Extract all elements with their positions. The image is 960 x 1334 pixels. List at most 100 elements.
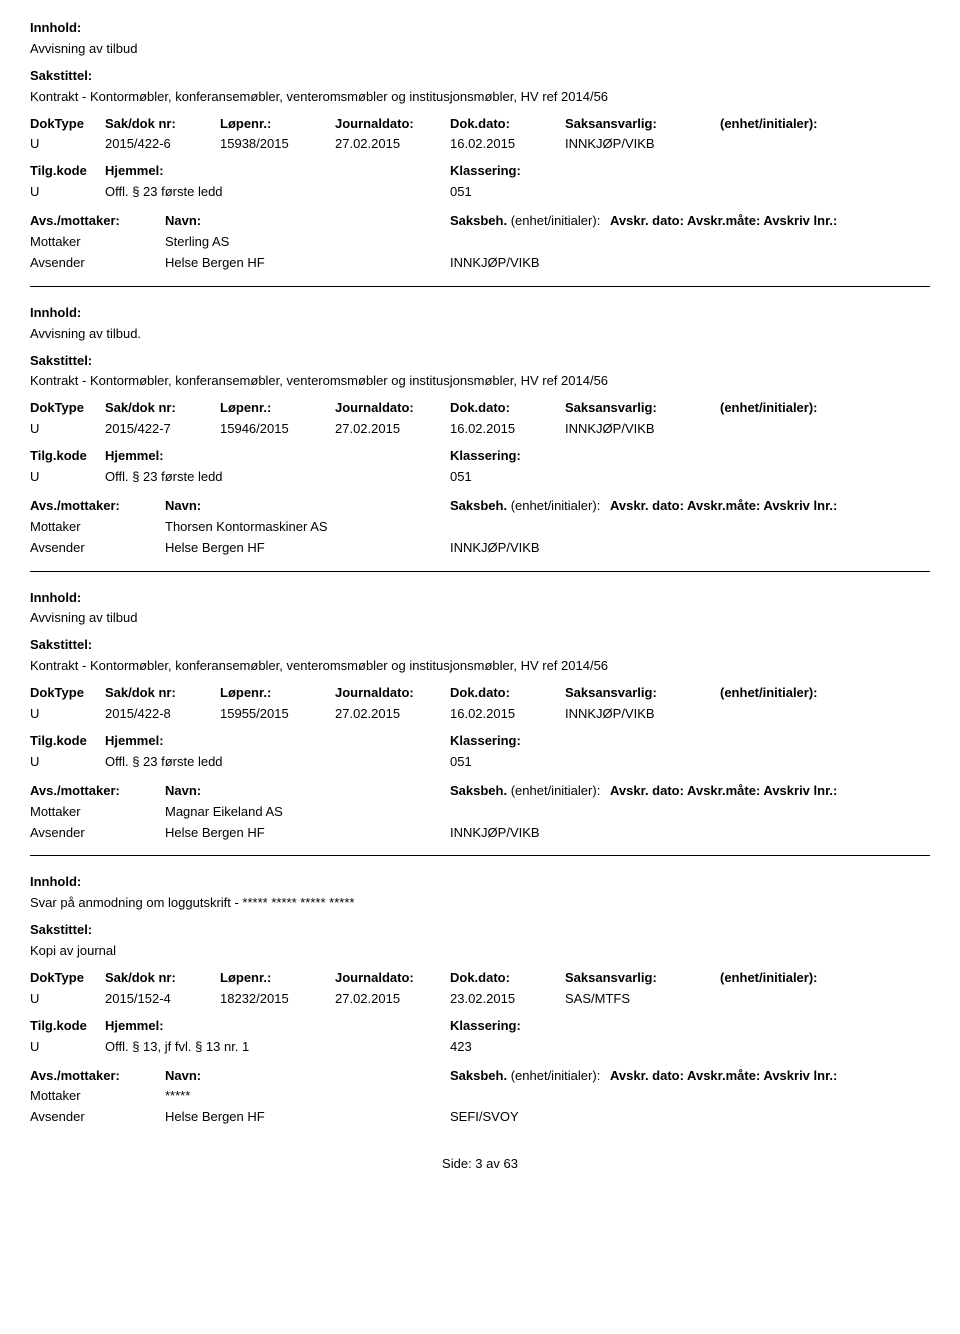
enhet-header: (enhet/initialer): <box>720 970 930 987</box>
party-row: AvsenderHelse Bergen HFINNKJØP/VIKB <box>30 825 930 842</box>
journaldato-header: Journaldato: <box>335 685 450 702</box>
sakstittel-text: Kopi av journal <box>30 943 930 960</box>
sakdok-value: 2015/422-6 <box>105 136 220 153</box>
enhet-value <box>720 421 930 438</box>
hjemmel-header: Hjemmel: <box>105 733 450 750</box>
innhold-label: Innhold: <box>30 20 930 37</box>
dokdato-header: Dok.dato: <box>450 400 565 417</box>
klassering-header: Klassering: <box>450 448 605 465</box>
party-row: MottakerMagnar Eikeland AS <box>30 804 930 821</box>
sakdok-value: 2015/422-7 <box>105 421 220 438</box>
party-role: Avsender <box>30 255 165 272</box>
tilgkode-header: Tilg.kode <box>30 1018 105 1035</box>
hjemmel-value-row: UOffl. § 13, jf fvl. § 13 nr. 1423 <box>30 1039 930 1056</box>
dokdato-header: Dok.dato: <box>450 970 565 987</box>
hjemmel-header: Hjemmel: <box>105 448 450 465</box>
innhold-label: Innhold: <box>30 874 930 891</box>
klassering-header: Klassering: <box>450 1018 605 1035</box>
party-name: ***** <box>165 1088 450 1105</box>
hjemmel-header-row: Tilg.kodeHjemmel:Klassering: <box>30 733 930 750</box>
journaldato-header: Journaldato: <box>335 116 450 133</box>
lopenr-value: 15946/2015 <box>220 421 335 438</box>
tilgkode-value: U <box>30 1039 105 1056</box>
saksansvarlig-header: Saksansvarlig: <box>565 685 720 702</box>
journal-record: Innhold:Avvisning av tilbud.Sakstittel:K… <box>30 305 930 557</box>
hjemmel-value-row: UOffl. § 23 første ledd051 <box>30 754 930 771</box>
hjemmel-value-row: UOffl. § 23 første ledd051 <box>30 469 930 486</box>
innhold-text: Avvisning av tilbud. <box>30 326 930 343</box>
saksansvarlig-value: SAS/MTFS <box>565 991 720 1008</box>
avskr-header: Avskr. dato: Avskr.måte: Avskriv lnr.: <box>610 498 930 515</box>
party-name: Helse Bergen HF <box>165 825 450 842</box>
avsmottaker-header: Avs./mottaker: <box>30 498 165 515</box>
saksansvarlig-header: Saksansvarlig: <box>565 970 720 987</box>
party-unit <box>450 1088 610 1105</box>
dokdato-header: Dok.dato: <box>450 116 565 133</box>
doktype-value: U <box>30 136 105 153</box>
hjemmel-value-row: UOffl. § 23 første ledd051 <box>30 184 930 201</box>
meta-value-row: U2015/422-815955/201527.02.201516.02.201… <box>30 706 930 723</box>
hjemmel-value: Offl. § 23 første ledd <box>105 754 450 771</box>
party-name: Sterling AS <box>165 234 450 251</box>
avskr-header: Avskr. dato: Avskr.måte: Avskriv lnr.: <box>610 783 930 800</box>
tilgkode-header: Tilg.kode <box>30 733 105 750</box>
dokdato-value: 23.02.2015 <box>450 991 565 1008</box>
hjemmel-value: Offl. § 13, jf fvl. § 13 nr. 1 <box>105 1039 450 1056</box>
party-role: Avsender <box>30 825 165 842</box>
meta-value-row: U2015/422-615938/201527.02.201516.02.201… <box>30 136 930 153</box>
navn-header: Navn: <box>165 498 450 515</box>
sakstittel-label: Sakstittel: <box>30 637 930 654</box>
sakdok-value: 2015/422-8 <box>105 706 220 723</box>
navn-header: Navn: <box>165 783 450 800</box>
saksansvarlig-value: INNKJØP/VIKB <box>565 706 720 723</box>
innhold-text: Svar på anmodning om loggutskrift - ****… <box>30 895 930 912</box>
sakstittel-label: Sakstittel: <box>30 922 930 939</box>
lopenr-header: Løpenr.: <box>220 400 335 417</box>
klassering-value: 423 <box>450 1039 605 1056</box>
sakdok-header: Sak/dok nr: <box>105 116 220 133</box>
doktype-header: DokType <box>30 685 105 702</box>
hjemmel-header-row: Tilg.kodeHjemmel:Klassering: <box>30 448 930 465</box>
tilgkode-value: U <box>30 184 105 201</box>
lopenr-header: Løpenr.: <box>220 116 335 133</box>
party-role: Avsender <box>30 1109 165 1126</box>
party-unit: INNKJØP/VIKB <box>450 255 610 272</box>
party-name: Helse Bergen HF <box>165 1109 450 1126</box>
enhet-value <box>720 991 930 1008</box>
party-unit <box>450 804 610 821</box>
doktype-value: U <box>30 421 105 438</box>
innhold-label: Innhold: <box>30 305 930 322</box>
sakdok-header: Sak/dok nr: <box>105 685 220 702</box>
klassering-value: 051 <box>450 754 605 771</box>
record-separator <box>30 571 930 572</box>
lopenr-value: 15955/2015 <box>220 706 335 723</box>
enhet-header: (enhet/initialer): <box>720 685 930 702</box>
party-unit: INNKJØP/VIKB <box>450 540 610 557</box>
klassering-header: Klassering: <box>450 733 605 750</box>
journaldato-header: Journaldato: <box>335 970 450 987</box>
party-row: MottakerSterling AS <box>30 234 930 251</box>
klassering-header: Klassering: <box>450 163 605 180</box>
sakdok-header: Sak/dok nr: <box>105 400 220 417</box>
hjemmel-header: Hjemmel: <box>105 1018 450 1035</box>
meta-value-row: U2015/422-715946/201527.02.201516.02.201… <box>30 421 930 438</box>
enhet-header: (enhet/initialer): <box>720 400 930 417</box>
hjemmel-header-row: Tilg.kodeHjemmel:Klassering: <box>30 1018 930 1035</box>
journal-record: Innhold:Avvisning av tilbudSakstittel:Ko… <box>30 20 930 272</box>
journaldato-header: Journaldato: <box>335 400 450 417</box>
party-name: Helse Bergen HF <box>165 255 450 272</box>
journal-record: Innhold:Avvisning av tilbudSakstittel:Ko… <box>30 590 930 842</box>
saksansvarlig-header: Saksansvarlig: <box>565 400 720 417</box>
party-name: Magnar Eikeland AS <box>165 804 450 821</box>
party-unit <box>450 519 610 536</box>
avsmottaker-header: Avs./mottaker: <box>30 783 165 800</box>
tilgkode-header: Tilg.kode <box>30 448 105 465</box>
navn-header: Navn: <box>165 213 450 230</box>
journaldato-value: 27.02.2015 <box>335 706 450 723</box>
avskr-header: Avskr. dato: Avskr.måte: Avskriv lnr.: <box>610 1068 930 1085</box>
doktype-header: DokType <box>30 400 105 417</box>
hjemmel-header-row: Tilg.kodeHjemmel:Klassering: <box>30 163 930 180</box>
tilgkode-value: U <box>30 469 105 486</box>
innhold-text: Avvisning av tilbud <box>30 610 930 627</box>
sakstittel-label: Sakstittel: <box>30 68 930 85</box>
